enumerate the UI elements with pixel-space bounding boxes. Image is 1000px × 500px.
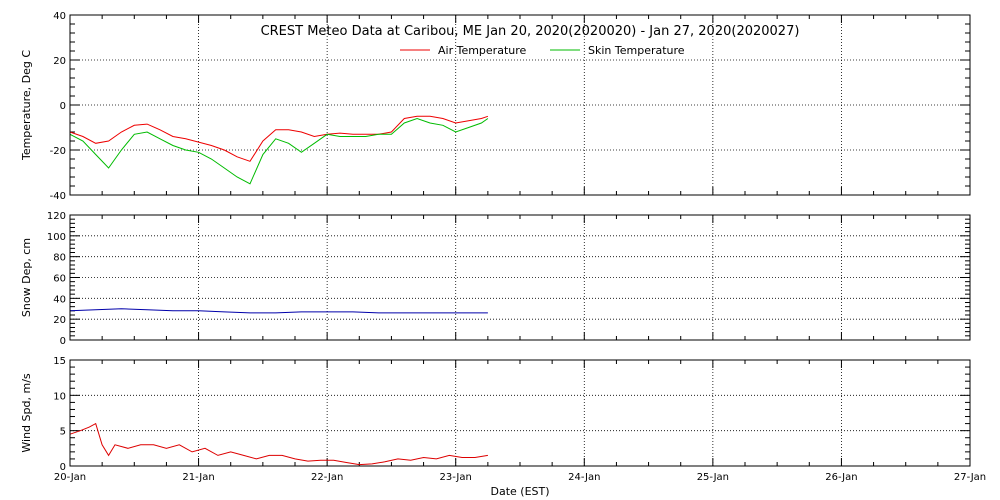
series-line-air-temperature xyxy=(69,115,489,162)
y-tick-label: -20 xyxy=(50,146,66,157)
x-tick-label: 22-Jan xyxy=(311,472,343,483)
x-tick-label: 25-Jan xyxy=(697,472,729,483)
y-tick-label: 0 xyxy=(60,336,66,347)
x-tick-label: 23-Jan xyxy=(440,472,472,483)
y-tick-label: 0 xyxy=(60,462,66,473)
x-axis-label: Date (EST) xyxy=(490,485,549,498)
plot-frame xyxy=(69,359,971,467)
plot-frame xyxy=(69,214,971,341)
y-tick-label: 15 xyxy=(53,356,66,367)
plot-frame xyxy=(69,14,971,196)
legend: Air Temperature Skin Temperature xyxy=(400,44,685,57)
y-tick-label: 40 xyxy=(53,11,66,22)
x-tick-label: 27-Jan xyxy=(954,472,986,483)
y-tick-label: 100 xyxy=(47,232,66,243)
y-axis-label: Temperature, Deg C xyxy=(20,50,33,161)
y-tick-label: 60 xyxy=(53,274,66,285)
y-tick-label: 0 xyxy=(60,101,66,112)
legend-label-skin: Skin Temperature xyxy=(588,44,685,57)
y-tick-label: 80 xyxy=(53,253,66,264)
y-tick-label: 120 xyxy=(47,211,66,222)
temperature-panel: -40 -20 0 20 40 Temperature, Deg C xyxy=(20,11,971,202)
y-axis-label: Snow Dep, cm xyxy=(20,238,33,317)
series-line-skin-temperature xyxy=(69,117,489,185)
y-tick-label: 20 xyxy=(53,315,66,326)
y-tick-label: -40 xyxy=(50,191,66,202)
series-line-panel1-0 xyxy=(69,308,488,314)
y-tick-label: 20 xyxy=(53,56,66,67)
x-tick-label: 24-Jan xyxy=(568,472,600,483)
x-tick-label: 26-Jan xyxy=(825,472,857,483)
y-tick-label: 5 xyxy=(60,427,66,438)
series-line-panel2-0 xyxy=(69,422,488,466)
x-tick-label: 21-Jan xyxy=(182,472,214,483)
y-tick-label: 40 xyxy=(53,294,66,305)
x-tick-label: 20-Jan xyxy=(54,472,86,483)
y-tick-label: 10 xyxy=(53,391,66,402)
legend-label-air: Air Temperature xyxy=(438,44,527,57)
snow-depth-panel: 0 20 40 60 80 100 120 Snow Dep, cm xyxy=(20,211,971,347)
chart-title: CREST Meteo Data at Caribou, ME Jan 20, … xyxy=(261,24,800,39)
y-axis-label: Wind Spd, m/s xyxy=(20,373,33,453)
wind-speed-panel: 0 5 10 15 Wind Spd, m/s xyxy=(20,356,971,473)
